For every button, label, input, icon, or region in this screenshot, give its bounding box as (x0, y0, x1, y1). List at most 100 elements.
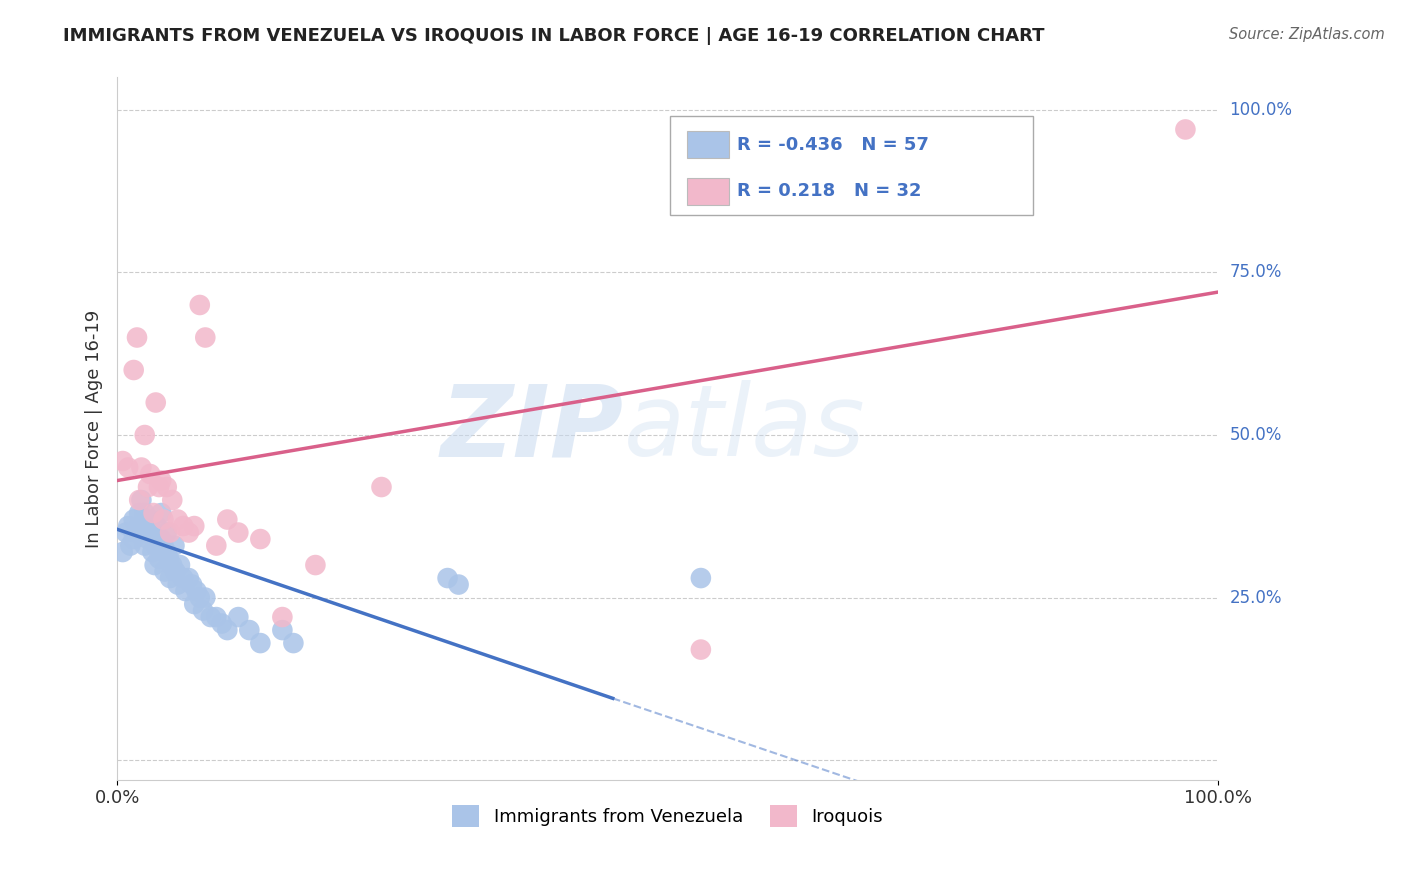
Point (436, 571, 458, 585)
Point (111, 545, 134, 559)
Point (172, 519, 194, 533)
Point (191, 603, 214, 617)
Point (134, 519, 156, 533)
Point (148, 480, 170, 494)
Point (156, 545, 179, 559)
Text: IMMIGRANTS FROM VENEZUELA VS IROQUOIS IN LABOR FORCE | AGE 16-19 CORRELATION CHA: IMMIGRANTS FROM VENEZUELA VS IROQUOIS IN… (63, 27, 1045, 45)
Point (174, 584, 197, 599)
Point (117, 519, 139, 533)
Text: Source: ZipAtlas.com: Source: ZipAtlas.com (1229, 27, 1385, 42)
Point (228, 525, 250, 540)
Point (1174, 122, 1197, 136)
Point (172, 571, 194, 585)
Point (188, 298, 211, 312)
Point (117, 460, 139, 475)
Point (370, 480, 392, 494)
Point (122, 532, 145, 546)
Point (200, 610, 222, 624)
Point (162, 558, 184, 572)
Point (153, 565, 176, 579)
Point (186, 584, 208, 599)
Y-axis label: In Labor Force | Age 16-19: In Labor Force | Age 16-19 (86, 310, 103, 548)
Point (249, 636, 271, 650)
Point (689, 642, 711, 657)
Point (152, 539, 174, 553)
Point (131, 493, 153, 508)
Point (169, 558, 191, 572)
Point (150, 506, 173, 520)
Point (166, 577, 188, 591)
Point (163, 539, 186, 553)
Point (205, 539, 228, 553)
Point (447, 577, 470, 591)
Point (139, 467, 162, 481)
Point (131, 460, 153, 475)
Text: ZIP: ZIP (440, 380, 624, 477)
Point (141, 545, 163, 559)
Point (271, 623, 294, 637)
Point (217, 512, 239, 526)
Text: R = -0.436   N = 57: R = -0.436 N = 57 (738, 136, 929, 153)
Point (689, 571, 711, 585)
Point (150, 474, 173, 488)
Point (238, 623, 260, 637)
Point (162, 493, 184, 508)
Point (122, 512, 145, 526)
Point (128, 506, 150, 520)
Point (148, 551, 170, 566)
Point (128, 493, 150, 508)
Point (283, 636, 305, 650)
Point (183, 519, 205, 533)
Text: R = 0.218   N = 32: R = 0.218 N = 32 (738, 182, 922, 200)
Point (128, 519, 150, 533)
Point (125, 525, 148, 540)
Point (142, 506, 165, 520)
Point (152, 512, 174, 526)
Point (159, 571, 181, 585)
Point (156, 525, 179, 540)
Point (156, 480, 179, 494)
Point (134, 539, 156, 553)
Point (181, 577, 204, 591)
Point (122, 363, 145, 377)
Point (159, 525, 181, 540)
Point (228, 610, 250, 624)
Point (157, 551, 180, 566)
Point (150, 532, 173, 546)
Point (115, 525, 138, 540)
Text: atlas: atlas (624, 380, 866, 477)
Point (165, 565, 187, 579)
Point (139, 519, 162, 533)
Text: 75.0%: 75.0% (1230, 263, 1282, 282)
Point (145, 539, 167, 553)
Point (120, 539, 142, 553)
Point (136, 532, 159, 546)
Point (271, 610, 294, 624)
Point (146, 519, 169, 533)
Point (166, 512, 188, 526)
Point (131, 525, 153, 540)
Text: 100.0%: 100.0% (1230, 101, 1292, 119)
Legend: Immigrants from Venezuela, Iroquois: Immigrants from Venezuela, Iroquois (446, 797, 890, 834)
Point (134, 506, 156, 520)
Point (183, 597, 205, 611)
Point (205, 610, 228, 624)
Text: 50.0%: 50.0% (1230, 426, 1282, 444)
Point (304, 558, 326, 572)
Point (194, 591, 217, 605)
Point (249, 532, 271, 546)
Point (211, 616, 233, 631)
Point (136, 480, 159, 494)
Point (139, 512, 162, 526)
Point (177, 571, 200, 585)
Point (142, 525, 165, 540)
Point (194, 330, 217, 344)
Point (145, 395, 167, 409)
Point (134, 428, 156, 442)
Point (177, 525, 200, 540)
Point (125, 330, 148, 344)
Point (111, 454, 134, 468)
Point (188, 591, 211, 605)
Text: 25.0%: 25.0% (1230, 589, 1282, 607)
Point (217, 623, 239, 637)
